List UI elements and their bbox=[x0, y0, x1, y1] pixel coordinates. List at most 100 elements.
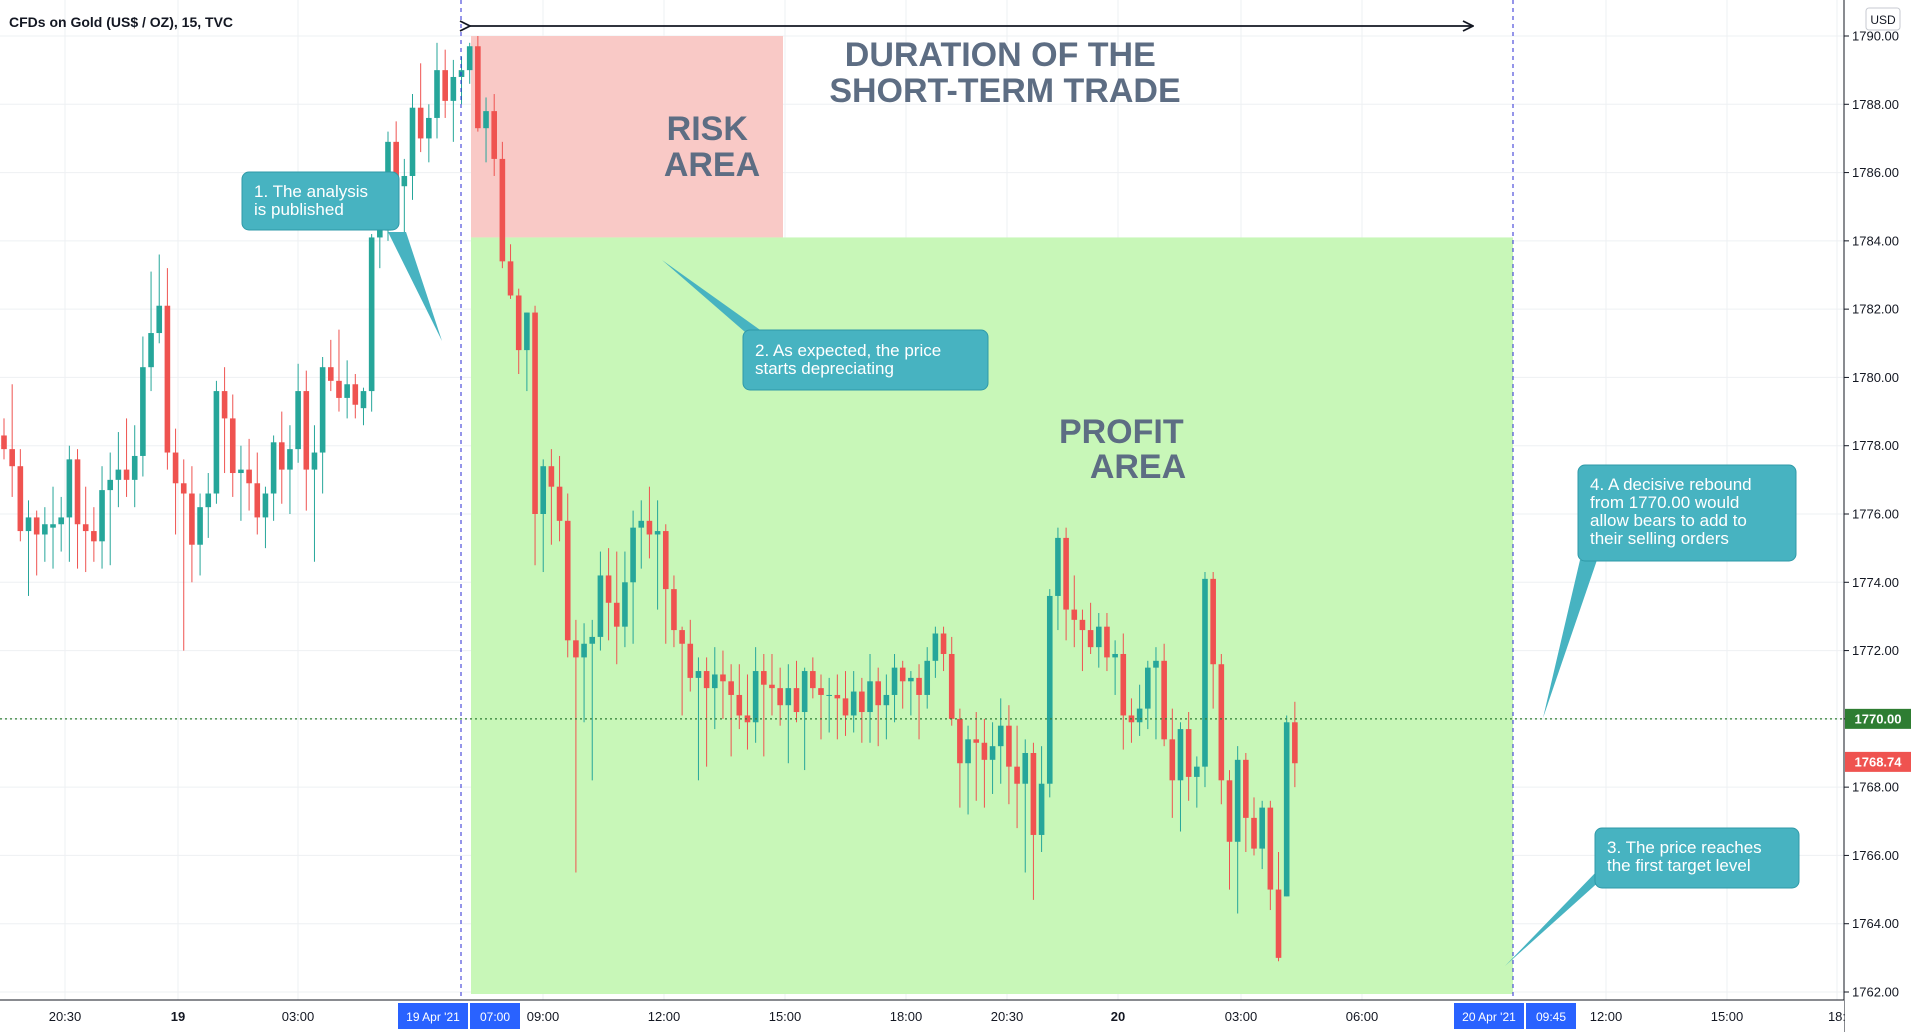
y-tick-label: 1790.00 bbox=[1852, 29, 1899, 44]
candle bbox=[524, 312, 530, 392]
candle-body bbox=[622, 582, 628, 627]
candle-body bbox=[695, 671, 702, 678]
candle bbox=[1136, 684, 1143, 736]
callout-3-line-1: 3. The price reaches bbox=[1607, 838, 1762, 857]
candle bbox=[916, 664, 922, 740]
candle bbox=[66, 445, 73, 562]
candle-body bbox=[450, 76, 457, 101]
callout-price-depreciating: 2. As expected, the price starts depreci… bbox=[662, 260, 989, 391]
candle bbox=[752, 647, 759, 743]
currency-button[interactable]: USD bbox=[1865, 7, 1901, 31]
candle-body bbox=[597, 575, 604, 637]
candle bbox=[426, 104, 432, 163]
candle-body bbox=[891, 667, 898, 695]
candle-body bbox=[328, 367, 334, 381]
candle-body bbox=[1022, 753, 1029, 784]
time-highlight-end bbox=[1526, 1003, 1576, 1029]
candle bbox=[1243, 753, 1249, 853]
candle-body bbox=[1218, 664, 1225, 781]
candle-body bbox=[613, 602, 620, 627]
candle-body bbox=[1210, 578, 1216, 665]
candle bbox=[1267, 800, 1274, 911]
candle-body bbox=[172, 452, 179, 484]
candle-body bbox=[875, 681, 881, 706]
candle-body bbox=[834, 694, 841, 699]
candle-body bbox=[140, 367, 146, 456]
candle-body bbox=[1259, 807, 1265, 849]
candle bbox=[1087, 602, 1094, 654]
candle bbox=[777, 667, 783, 726]
candle-body bbox=[720, 674, 726, 682]
price-axis[interactable]: 1762.00 1764.00 1766.00 1768.00 1770.00 1772.… bbox=[1843, 0, 1919, 1032]
candle bbox=[221, 367, 228, 474]
profit-label-line-2: AREA bbox=[1090, 448, 1186, 486]
candle bbox=[368, 234, 375, 412]
candle bbox=[197, 493, 203, 576]
last-price-tag: 1768.74 bbox=[1845, 751, 1911, 772]
candle-body bbox=[728, 681, 734, 695]
candle-body bbox=[426, 117, 432, 139]
candle-body bbox=[229, 418, 236, 474]
candle-body bbox=[360, 391, 367, 409]
candle bbox=[9, 384, 15, 497]
candle bbox=[573, 619, 579, 873]
y-tick-label: 1788.00 bbox=[1852, 97, 1899, 112]
candle bbox=[867, 653, 873, 743]
candle bbox=[630, 510, 636, 644]
x-tick-label: 12:00 bbox=[1590, 1009, 1623, 1024]
candle bbox=[556, 455, 563, 542]
callout-analysis-published: 1. The analysis is published bbox=[241, 171, 442, 341]
candle bbox=[1046, 589, 1053, 798]
candle-body bbox=[1153, 660, 1159, 668]
y-tick-label: 1774.00 bbox=[1852, 575, 1899, 590]
candle bbox=[973, 712, 980, 801]
time-highlight-start-label: 07:00 bbox=[480, 1010, 510, 1024]
candle bbox=[679, 626, 685, 716]
candle-body bbox=[957, 718, 963, 764]
candle-body bbox=[1275, 889, 1282, 958]
candle bbox=[622, 551, 628, 648]
candle-body bbox=[42, 524, 48, 535]
callout-first-target: 3. The price reaches the first target le… bbox=[1505, 827, 1800, 966]
candle bbox=[818, 674, 824, 740]
candle-body bbox=[295, 391, 301, 450]
time-axis[interactable]: 20:30 19 03:00 09:00 12:00 15:00 18:00 20:30 20 0… bbox=[0, 999, 1846, 1032]
candle bbox=[1218, 653, 1225, 805]
svg-text:1. The analysis is publi: 1. The analysis is published bbox=[254, 182, 373, 219]
candle bbox=[33, 510, 40, 576]
candle-body bbox=[82, 524, 89, 532]
candle bbox=[1251, 797, 1257, 856]
risk-label-line-2: AREA bbox=[664, 146, 760, 184]
candle-body bbox=[989, 746, 996, 760]
candle-body bbox=[1234, 759, 1241, 842]
candle-body bbox=[1055, 537, 1061, 596]
y-tick-label: 1772.00 bbox=[1852, 643, 1899, 658]
candle-body bbox=[630, 527, 636, 583]
candle-body bbox=[164, 305, 171, 453]
x-tick-label: 03:00 bbox=[282, 1009, 315, 1024]
risk-area-zone bbox=[471, 36, 783, 238]
candle bbox=[1071, 575, 1078, 648]
candle bbox=[801, 667, 808, 771]
candle bbox=[711, 647, 718, 730]
risk-area-label: RISK AREA bbox=[664, 110, 760, 184]
candle-body bbox=[1194, 766, 1200, 777]
candle-body bbox=[401, 175, 408, 187]
candle bbox=[229, 394, 236, 497]
candle bbox=[58, 496, 64, 552]
candle-body bbox=[336, 380, 342, 398]
candle bbox=[107, 452, 114, 566]
candle-body bbox=[197, 507, 203, 545]
candle bbox=[1014, 725, 1020, 829]
candle bbox=[597, 551, 604, 651]
candle-body bbox=[826, 694, 832, 696]
x-tick-label: 20:30 bbox=[49, 1009, 82, 1024]
candle bbox=[409, 94, 416, 200]
x-tick-label: 09:00 bbox=[527, 1009, 560, 1024]
candle bbox=[1022, 739, 1029, 873]
y-axis-ticks: 1762.00 1764.00 1766.00 1768.00 1770.00 1772.… bbox=[1844, 29, 1899, 1000]
candle bbox=[948, 636, 955, 726]
candle-body bbox=[303, 391, 310, 470]
candle-body bbox=[1283, 722, 1290, 897]
